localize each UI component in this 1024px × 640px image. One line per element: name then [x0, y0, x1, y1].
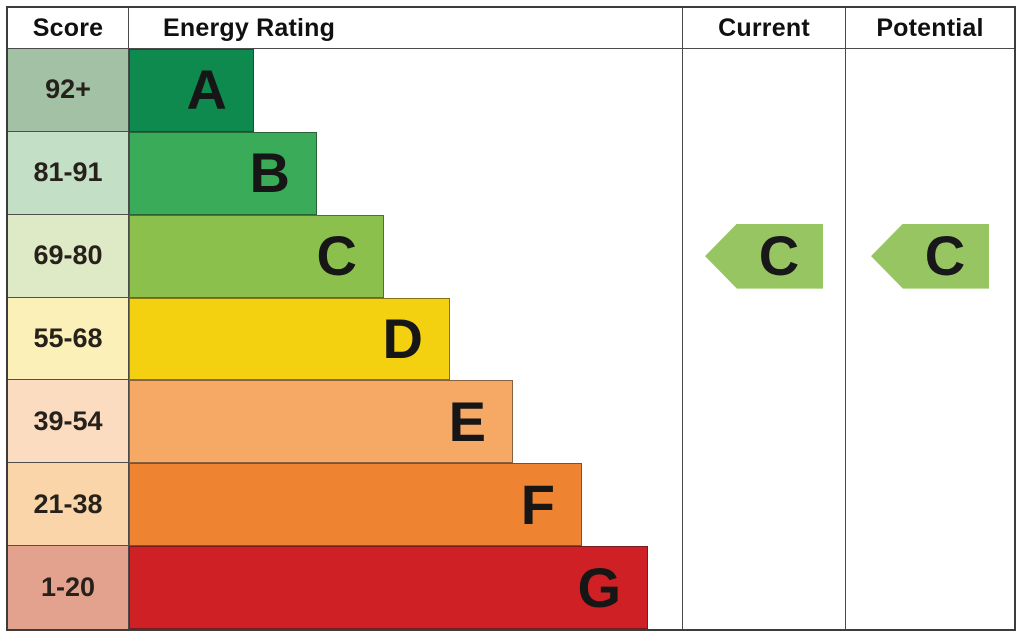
band-row-c: C — [129, 214, 682, 298]
score-cell-e: 39-54 — [8, 380, 128, 464]
potential-arrow-slot: C — [846, 215, 1014, 298]
rating-bar-a: A — [129, 49, 254, 132]
rating-bar-d: D — [129, 297, 450, 381]
current-header-label: Current — [718, 13, 810, 42]
epc-rating-table: Score 92+ 81-91 69-80 55-68 39-54 21-38 … — [6, 6, 1016, 631]
band-row-a: A — [129, 49, 682, 132]
rating-bar-b: B — [129, 131, 317, 215]
score-cell-c: 69-80 — [8, 214, 128, 298]
current-arrow-slot: C — [683, 215, 845, 298]
potential-header-label: Potential — [876, 13, 984, 42]
potential-header: Potential — [846, 8, 1014, 49]
rating-bar-g: G — [129, 546, 648, 629]
energy-rating-column: Energy Rating A B C D — [129, 8, 683, 629]
current-rating-letter: C — [758, 224, 800, 288]
potential-column-body: C — [846, 49, 1014, 629]
rating-bar-e: E — [129, 380, 513, 464]
band-letter-g: G — [577, 555, 621, 619]
score-header-label: Score — [32, 13, 104, 42]
potential-column: Potential C — [846, 8, 1014, 629]
band-letter-c: C — [316, 224, 357, 288]
score-cell-b: 81-91 — [8, 131, 128, 215]
potential-rating-arrow: C — [871, 223, 989, 289]
band-row-f: F — [129, 463, 682, 547]
rating-bar-c: C — [129, 214, 384, 298]
current-header: Current — [683, 8, 845, 49]
energy-rating-header-label: Energy Rating — [163, 13, 336, 42]
band-letter-d: D — [382, 306, 423, 370]
band-letter-b: B — [249, 141, 290, 205]
band-letter-a: A — [186, 58, 227, 122]
current-column-body: C — [683, 49, 845, 629]
score-header: Score — [8, 8, 128, 49]
band-row-e: E — [129, 380, 682, 464]
band-row-g: G — [129, 546, 682, 629]
score-column: Score 92+ 81-91 69-80 55-68 39-54 21-38 … — [8, 8, 129, 629]
band-letter-e: E — [448, 389, 486, 453]
rating-bar-f: F — [129, 463, 582, 547]
band-row-b: B — [129, 131, 682, 215]
current-column: Current C — [683, 8, 846, 629]
score-cell-a: 92+ — [8, 49, 128, 132]
band-letter-f: F — [520, 472, 555, 536]
potential-rating-letter: C — [924, 224, 966, 288]
score-column-body: 92+ 81-91 69-80 55-68 39-54 21-38 1-20 — [8, 49, 128, 629]
score-cell-f: 21-38 — [8, 463, 128, 547]
energy-rating-bars: A B C D E — [129, 49, 682, 629]
energy-rating-header: Energy Rating — [129, 8, 682, 49]
band-row-d: D — [129, 297, 682, 381]
score-cell-g: 1-20 — [8, 546, 128, 629]
current-rating-arrow: C — [705, 223, 823, 289]
score-cell-d: 55-68 — [8, 297, 128, 381]
